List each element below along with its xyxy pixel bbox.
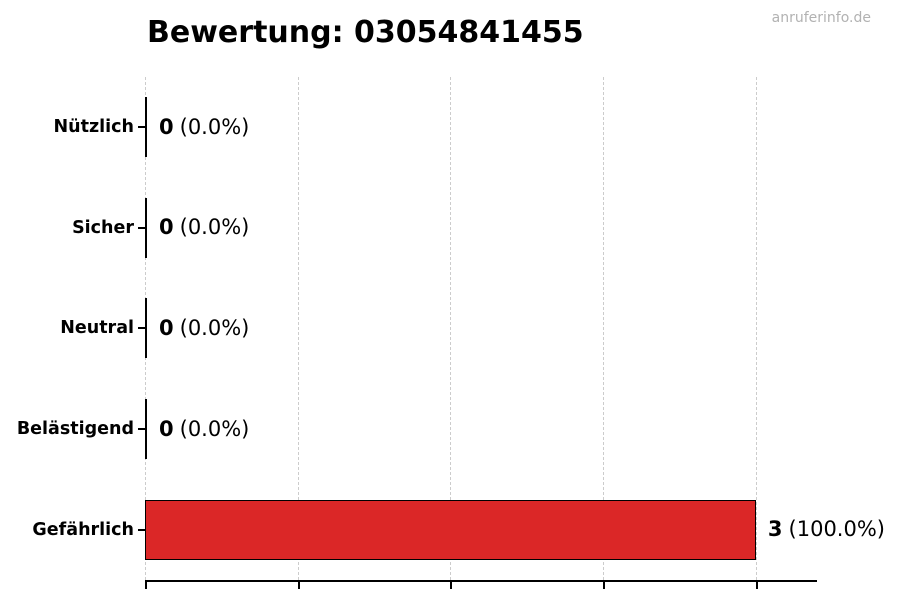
bar-sicher <box>145 197 147 258</box>
category-label: Sicher <box>72 217 134 238</box>
bar-rows: Nützlich 0 (0.0%) Sicher 0 (0.0%) Neutral … <box>17 77 885 580</box>
bar-belaestigend <box>145 399 147 460</box>
x-tick-mark <box>755 582 758 589</box>
x-tick-mark <box>603 582 606 589</box>
value-count: 0 <box>159 114 174 139</box>
value-label: 3 (100.0%) <box>768 519 885 540</box>
bar-row-gefaehrlich: Gefährlich 3 (100.0%) <box>32 479 885 580</box>
value-count: 0 <box>159 215 174 240</box>
bar-row-sicher: Sicher 0 (0.0%) <box>72 178 817 279</box>
value-label: 0 (0.0%) <box>159 416 250 441</box>
bar-row-nuetzlich: Nützlich 0 (0.0%) <box>54 77 817 178</box>
value-percent: (0.0%) <box>179 315 250 340</box>
x-tick-mark <box>450 582 453 589</box>
value-percent: (100.0%) <box>788 517 885 542</box>
gridline <box>603 77 605 580</box>
bar-row-neutral: Neutral 0 (0.0%) <box>60 278 817 379</box>
bar-row-belaestigend: Belästigend 0 (0.0%) <box>17 379 817 480</box>
x-tick-mark <box>297 582 300 589</box>
value-label: 0 (0.0%) <box>159 114 250 139</box>
y-tick-mark <box>138 428 145 431</box>
gridline <box>755 77 757 580</box>
value-percent: (0.0%) <box>179 416 250 441</box>
value-label: 0 (0.0%) <box>159 315 250 340</box>
y-tick-mark <box>138 327 145 330</box>
value-count: 0 <box>159 416 174 441</box>
watermark-text: anruferinfo.de <box>771 10 871 26</box>
x-tick-mark <box>145 582 147 589</box>
bar-nuetzlich <box>145 97 147 158</box>
plot-area: Nützlich 0 (0.0%) Sicher 0 (0.0%) Neutral … <box>17 77 885 589</box>
category-label: Gefährlich <box>32 519 134 540</box>
gridline <box>297 77 299 580</box>
bar-gefaehrlich <box>145 499 756 560</box>
chart-title: Bewertung: 03054841455 <box>147 15 584 50</box>
value-count: 0 <box>159 315 174 340</box>
bar-neutral <box>145 298 147 359</box>
gridline <box>450 77 452 580</box>
category-label: Neutral <box>60 318 134 339</box>
category-label: Nützlich <box>53 117 135 138</box>
category-label: Belästigend <box>16 419 134 440</box>
value-label: 0 (0.0%) <box>159 217 249 238</box>
value-count: 3 <box>767 517 783 542</box>
y-tick-mark <box>138 528 145 531</box>
y-tick-mark <box>138 226 145 229</box>
y-tick-mark <box>138 126 145 129</box>
value-percent: (0.0%) <box>179 215 250 240</box>
value-percent: (0.0%) <box>179 114 250 139</box>
